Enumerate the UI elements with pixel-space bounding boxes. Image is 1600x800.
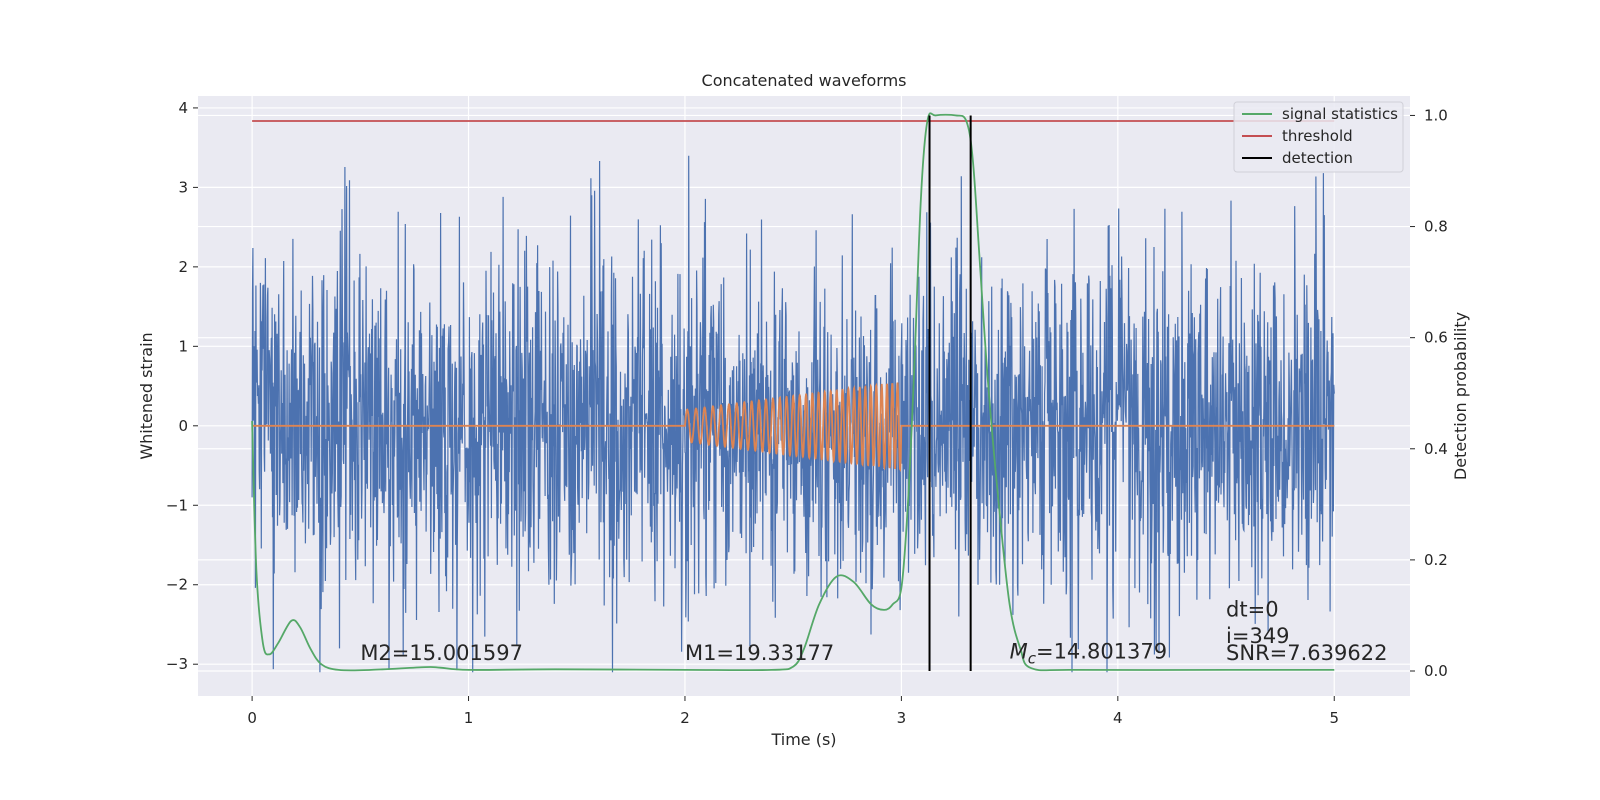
y-left-tick-label-6: 3	[178, 178, 188, 196]
data-layer	[251, 112, 1335, 673]
y-right-tick-label-4: 0.8	[1424, 218, 1448, 236]
x-tick-label-2: 2	[680, 709, 690, 727]
annotation-5: SNR=7.639622	[1226, 641, 1387, 665]
y-axis-label-left: Whitened strain	[137, 332, 156, 459]
annotation-4: i=349	[1226, 624, 1290, 648]
y-axis-label-right: Detection probability	[1451, 312, 1470, 480]
chart-title: Concatenated waveforms	[702, 71, 907, 90]
statistics-series-line	[251, 112, 1335, 672]
x-tick-label-4: 4	[1113, 709, 1123, 727]
strain-series-line	[251, 155, 1335, 673]
legend-label-statistics: signal statistics	[1282, 105, 1398, 123]
y-left-tick-label-0: −3	[166, 655, 188, 673]
y-left-tick-label-5: 2	[178, 258, 188, 276]
annotations: M2=15.001597 M1=19.33177 Mc=14.801379 dt=0i…	[360, 598, 1387, 668]
y-left-tick-label-4: 1	[178, 337, 188, 355]
x-tick-label-1: 1	[464, 709, 474, 727]
legend: signal statistics threshold detection	[1233, 101, 1404, 173]
y-left-tick-label-3: 0	[178, 417, 188, 435]
y-right-tick-label-1: 0.2	[1424, 551, 1448, 569]
annotation-1: M1=19.33177	[685, 641, 834, 665]
y-right-tick-label-0: 0.0	[1424, 662, 1448, 680]
template-series-line	[252, 382, 1335, 472]
axes: 0 1 2 3 4 5 −3 −2 −1 0 1 2 3 4 0.0 0.2 0.4 0.6 0.8 1.0	[166, 99, 1448, 727]
x-tick-label-3: 3	[897, 709, 907, 727]
y-right-tick-label-2: 0.4	[1424, 440, 1448, 458]
y-left-tick-label-1: −2	[166, 576, 188, 594]
legend-label-detection: detection	[1282, 149, 1353, 167]
x-tick-label-0: 0	[247, 709, 257, 727]
y-right-tick-label-3: 0.6	[1424, 329, 1448, 347]
x-axis-label: Time (s)	[770, 730, 836, 749]
y-left-tick-label-2: −1	[166, 496, 188, 514]
annotation-2: Mc=14.801379	[1010, 640, 1168, 668]
annotation-3: dt=0	[1226, 598, 1279, 622]
annotation-0: M2=15.001597	[360, 641, 523, 665]
y-left-tick-label-7: 4	[178, 99, 188, 117]
legend-box	[1233, 101, 1404, 173]
legend-label-threshold: threshold	[1282, 127, 1353, 145]
y-right-tick-label-5: 1.0	[1424, 106, 1448, 124]
x-tick-label-5: 5	[1329, 709, 1339, 727]
